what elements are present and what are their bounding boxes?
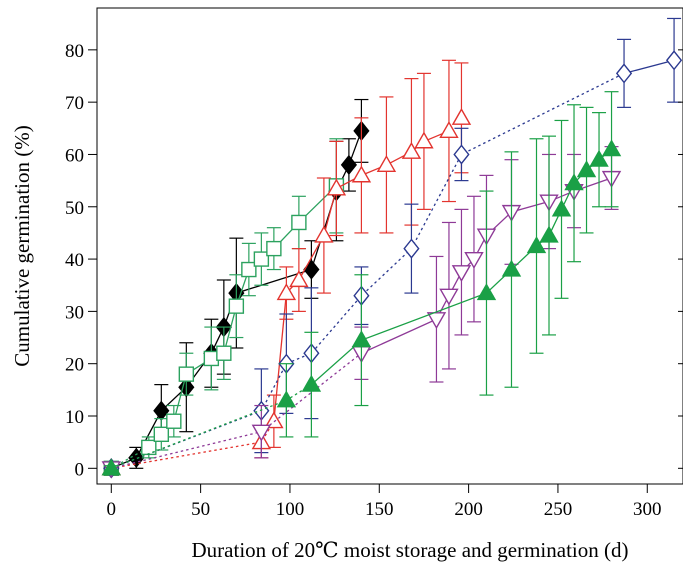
data-point-triangle-up — [564, 173, 584, 191]
x-tick-label: 100 — [276, 499, 305, 520]
data-point-diamond — [303, 259, 320, 280]
data-point-square — [253, 251, 270, 267]
data-point-triangle-up — [314, 225, 334, 243]
data-point-triangle-up — [301, 374, 322, 392]
x-tick-label: 300 — [633, 499, 662, 520]
series-group — [103, 17, 683, 479]
data-point-square — [228, 298, 245, 314]
data-point-triangle-down — [464, 252, 484, 269]
data-point-diamond — [128, 447, 145, 468]
data-point-square — [216, 345, 232, 361]
data-point-triangle-down — [451, 265, 472, 283]
data-point-square — [166, 413, 182, 429]
data-point-diamond — [403, 238, 420, 259]
series-line-dotted — [111, 420, 275, 469]
data-point-triangle-up — [589, 149, 609, 167]
plot-frame — [96, 7, 683, 485]
series-line-solid — [160, 185, 337, 435]
data-point-triangle-up — [101, 458, 121, 476]
data-point-triangle-up — [439, 121, 459, 138]
x-tick-label: 250 — [544, 499, 573, 520]
data-point-square — [291, 214, 307, 231]
data-point-triangle-up — [289, 270, 309, 288]
data-point-triangle-up — [576, 160, 597, 178]
data-point-triangle-down — [251, 424, 272, 442]
data-point-triangle-up — [351, 165, 372, 183]
y-axis-label: Cumulative germination (%) — [10, 125, 34, 366]
series-line-dotted — [111, 72, 625, 469]
plot-area — [101, 17, 683, 479]
data-point-square — [241, 261, 257, 278]
data-point-triangle-up — [376, 155, 397, 172]
y-tick-label: 20 — [65, 355, 84, 376]
data-point-square — [178, 366, 195, 382]
data-point-triangle-up — [551, 199, 572, 217]
data-point-diamond — [453, 144, 470, 165]
data-point-triangle-up — [276, 283, 297, 301]
data-point-triangle-up — [451, 107, 472, 125]
data-point-triangle-down — [426, 312, 447, 330]
data-point-triangle-up — [501, 259, 522, 277]
x-tick-label: 150 — [365, 499, 394, 520]
y-tick-label: 0 — [75, 459, 85, 480]
data-point-triangle-up — [526, 236, 547, 254]
y-tick-label: 70 — [65, 93, 84, 114]
y-tick-label: 40 — [65, 250, 84, 271]
data-point-triangle-up — [326, 178, 347, 196]
y-tick-label: 10 — [65, 407, 84, 428]
y-tick-label: 50 — [65, 198, 84, 219]
data-point-diamond — [340, 154, 358, 176]
y-tick-label: 80 — [65, 41, 84, 62]
data-point-triangle-up — [476, 283, 497, 301]
x-axis-label: Duration of 20℃ moist storage and germin… — [192, 538, 629, 562]
series-line-solid — [623, 59, 675, 75]
data-point-diamond — [615, 63, 633, 84]
x-tick-label: 0 — [107, 499, 117, 520]
data-point-square — [266, 240, 282, 257]
y-tick-label: 60 — [65, 145, 84, 166]
data-point-triangle-up — [264, 411, 284, 429]
x-tick-label: 200 — [454, 499, 483, 520]
data-point-diamond — [665, 50, 683, 71]
y-tick-label: 30 — [65, 302, 84, 323]
data-point-triangle-up — [601, 139, 622, 157]
axis-ticks: 0 10 20 30 40 50 60 70 80 0 50 100 150 200 250 300 — [65, 41, 683, 520]
data-point-square — [153, 426, 170, 443]
data-point-triangle-down — [439, 288, 459, 306]
x-tick-label: 50 — [191, 499, 210, 520]
series-group — [101, 91, 622, 476]
data-point-triangle-up — [276, 390, 297, 408]
data-point-triangle-up — [401, 141, 422, 159]
data-point-triangle-up — [539, 225, 559, 243]
data-point-triangle-up — [414, 131, 434, 149]
data-point-triangle-up — [351, 330, 372, 348]
